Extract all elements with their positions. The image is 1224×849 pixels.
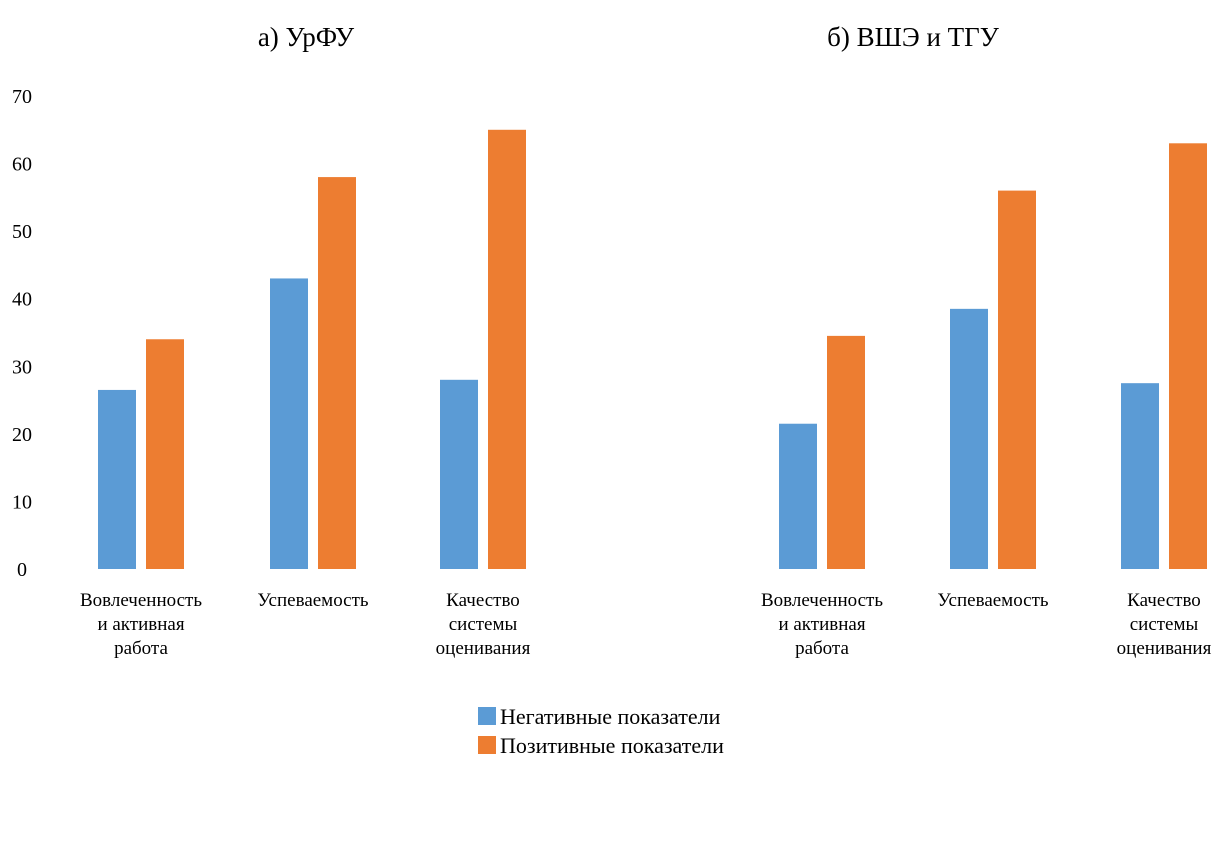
- chart-title-hse-tsu: б) ВШЭ и ТГУ: [827, 22, 1000, 52]
- legend-swatch-negative: [478, 707, 496, 725]
- legend: Негативные показатели Позитивные показат…: [478, 704, 724, 758]
- y-tick-label: 60: [12, 154, 32, 176]
- bar-negative: [270, 278, 308, 569]
- x-category-label: системы: [449, 614, 518, 635]
- y-tick-label: 70: [12, 86, 32, 108]
- x-category-label: Вовлеченность: [80, 590, 202, 611]
- legend-label-negative: Негативные показатели: [500, 704, 721, 729]
- x-category-label: и активная: [778, 614, 865, 635]
- y-axis: 0 10 20 30 40 50 60 70: [12, 86, 32, 581]
- chart-title-urfu: а) УрФУ: [258, 22, 355, 52]
- bar-positive: [1169, 143, 1207, 570]
- x-category-label: Качество: [446, 590, 520, 611]
- bar-negative: [950, 308, 988, 569]
- x-category-label: работа: [114, 638, 168, 659]
- legend-label-positive: Позитивные показатели: [500, 733, 724, 758]
- chart-panel-urfu: Вовлеченность и активная работа Успеваемост…: [80, 129, 531, 659]
- bar-positive: [318, 177, 356, 570]
- bar-positive: [488, 129, 526, 570]
- y-tick-label: 50: [12, 221, 32, 243]
- chart-panel-hse-tsu: Вовлеченность и активная работа Успеваемост…: [761, 143, 1212, 659]
- y-tick-label: 10: [12, 491, 32, 513]
- y-tick-label: 20: [12, 424, 32, 446]
- x-category-label: системы: [1130, 614, 1199, 635]
- bar-negative: [440, 379, 478, 569]
- bar-negative: [1121, 383, 1159, 569]
- bar-positive: [827, 335, 865, 569]
- x-category-label: Успеваемость: [257, 590, 369, 611]
- x-category-label: и активная: [97, 614, 184, 635]
- x-category-label: Качество: [1127, 590, 1201, 611]
- y-tick-label: 0: [17, 559, 27, 581]
- bar-positive: [146, 339, 184, 569]
- x-category-label: оценивания: [436, 638, 531, 659]
- bar-negative: [779, 423, 817, 569]
- bar-positive: [998, 190, 1036, 569]
- y-tick-label: 40: [12, 289, 32, 311]
- x-category-label: Успеваемость: [937, 590, 1049, 611]
- x-category-label: оценивания: [1117, 638, 1212, 659]
- legend-swatch-positive: [478, 736, 496, 754]
- x-category-label: Вовлеченность: [761, 590, 883, 611]
- bar-negative: [98, 389, 136, 569]
- x-category-label: работа: [795, 638, 849, 659]
- y-tick-label: 30: [12, 356, 32, 378]
